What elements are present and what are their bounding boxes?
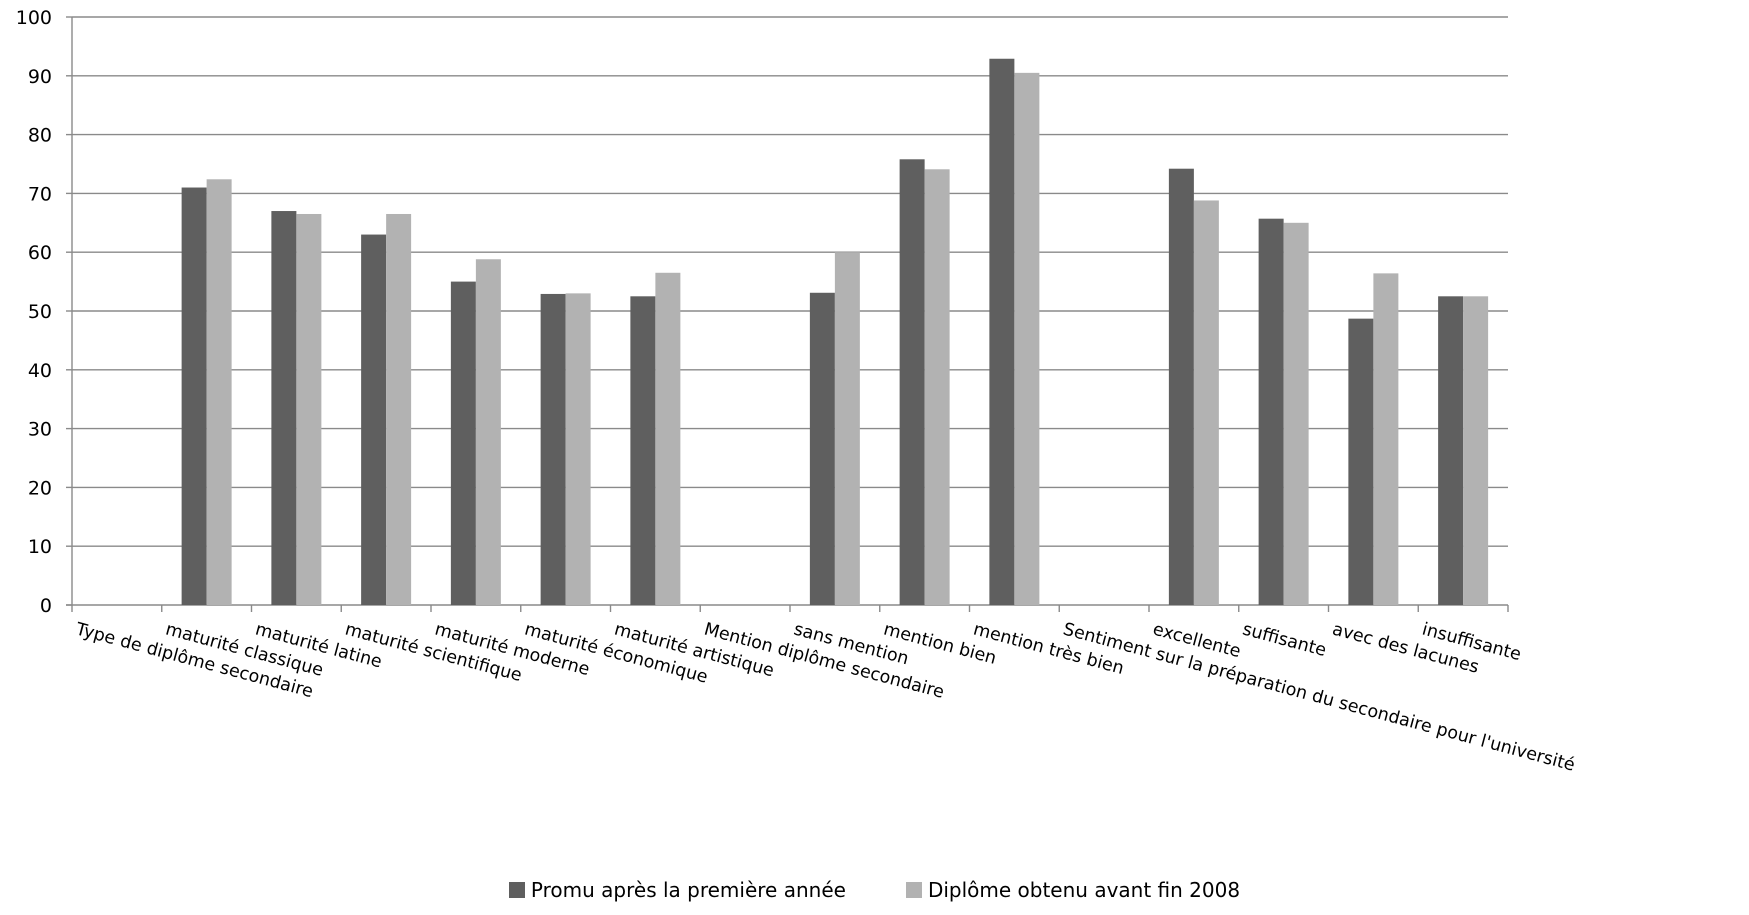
y-tick-label: 20: [28, 477, 52, 499]
bar-promu: [361, 234, 387, 605]
legend-label-series-2: Diplôme obtenu avant fin 2008: [927, 878, 1241, 902]
bar-promu: [989, 58, 1015, 606]
bar-diplome: [475, 259, 501, 605]
bar-promu: [450, 281, 476, 605]
bar-promu: [271, 211, 297, 606]
bar-diplome: [1463, 296, 1489, 605]
legend-item-series-2: Diplôme obtenu avant fin 2008: [905, 878, 1241, 902]
bar-promu: [181, 187, 207, 605]
bar-promu: [540, 293, 566, 605]
bar-diplome: [924, 169, 950, 606]
legend-swatch-series-1: [508, 882, 525, 898]
bar-diplome: [206, 179, 232, 605]
legend-item-series-1: Promu après la première année: [508, 878, 846, 902]
bar-promu: [1168, 168, 1194, 606]
bar-diplome: [1283, 222, 1309, 606]
bar-diplome: [834, 252, 860, 605]
y-tick-label: 50: [28, 301, 52, 323]
bar-diplome: [565, 293, 591, 605]
legend-label-series-1: Promu après la première année: [530, 878, 846, 902]
legend: Promu après la première année Diplôme ob…: [0, 878, 1749, 902]
y-tick-label: 40: [28, 360, 52, 382]
bar-diplome: [1373, 273, 1399, 605]
x-tick-label: suffisante: [1240, 620, 1328, 662]
bar-diplome: [1014, 72, 1040, 606]
y-tick-label: 60: [28, 242, 52, 264]
y-tick-label: 100: [16, 7, 52, 29]
bar-promu: [1348, 318, 1374, 605]
bar-promu: [1258, 218, 1284, 605]
bar-diplome: [1193, 200, 1219, 605]
bar-promu: [630, 296, 656, 605]
bar-diplome: [386, 213, 412, 606]
bar-diplome: [655, 272, 681, 605]
legend-swatch-series-2: [905, 882, 922, 898]
y-tick-label: 30: [28, 419, 52, 441]
bar-promu: [899, 159, 925, 605]
bar-promu: [809, 292, 835, 605]
bar-diplome: [296, 213, 322, 606]
y-tick-label: 80: [28, 125, 52, 147]
y-tick-label: 0: [40, 595, 52, 617]
bar-promu: [1438, 296, 1464, 605]
y-tick-label: 90: [28, 66, 52, 88]
y-tick-label: 70: [28, 183, 52, 205]
y-tick-label: 10: [28, 536, 52, 558]
